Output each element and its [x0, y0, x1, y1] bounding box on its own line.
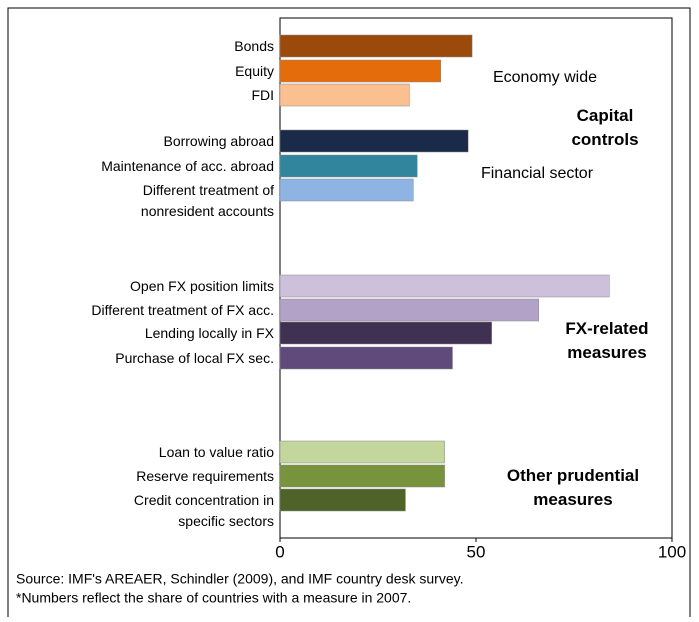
x-tick-label: 0	[275, 542, 284, 561]
annotation: FX-related measures	[565, 319, 648, 362]
source-note: Source: IMF's AREAER, Schindler (2009), …	[16, 571, 463, 587]
bar	[279, 34, 473, 58]
bar	[279, 129, 469, 153]
annotation: Other prudential measures	[507, 466, 639, 509]
y-tick-label: Different treatment of nonresident accoun…	[141, 182, 274, 219]
bar	[279, 59, 441, 83]
y-tick-label: FDI	[251, 87, 274, 103]
y-tick-label: Maintenance of acc. abroad	[101, 158, 274, 174]
y-tick-label: Lending locally in FX	[145, 325, 275, 341]
annotation: Economy wide	[493, 69, 597, 86]
bar	[279, 488, 406, 512]
bar	[279, 346, 453, 370]
bar	[279, 83, 410, 107]
bar	[279, 274, 610, 298]
y-tick-label: Borrowing abroad	[163, 133, 274, 149]
y-tick-label: Reserve requirements	[136, 468, 274, 484]
annotation: Financial sector	[481, 165, 594, 182]
annotation: Capital controls	[571, 106, 638, 149]
source-note: *Numbers reflect the share of countries …	[16, 590, 411, 606]
y-tick-label: Purchase of local FX sec.	[115, 350, 274, 366]
x-tick-label: 100	[658, 542, 686, 561]
y-tick-label: Open FX position limits	[130, 278, 274, 294]
y-tick-label: Credit concentration in specific sectors	[134, 492, 274, 529]
bar	[279, 321, 492, 345]
y-tick-label: Loan to value ratio	[159, 444, 274, 460]
bar	[279, 178, 414, 202]
x-tick-label: 50	[467, 542, 486, 561]
y-tick-label: Equity	[235, 63, 274, 79]
y-tick-label: Bonds	[234, 38, 274, 54]
outer-frame	[7, 7, 691, 617]
y-tick-label: Different treatment of FX acc.	[91, 302, 274, 318]
bar	[279, 154, 418, 178]
bar	[279, 298, 539, 322]
bar	[279, 464, 445, 488]
bar	[279, 440, 445, 464]
